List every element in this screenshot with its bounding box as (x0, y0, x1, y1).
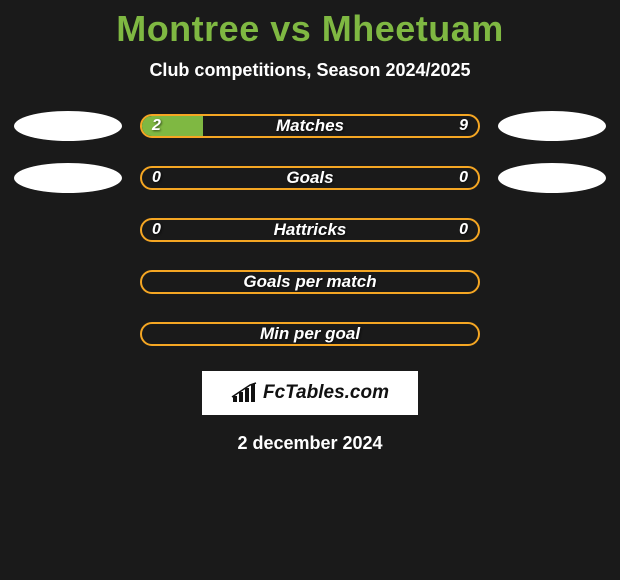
team-logo-left (14, 163, 122, 193)
stat-row: 00Goals (0, 163, 620, 193)
bar-label: Goals per match (142, 272, 478, 292)
team-logo-right (498, 111, 606, 141)
team-logo-left (14, 111, 122, 141)
logo-spacer (14, 215, 122, 245)
bar-chart-icon (231, 382, 257, 404)
page-subtitle: Club competitions, Season 2024/2025 (0, 60, 620, 81)
bars-container: 29Matches 00Goals 00Hattricks Goals per mat… (0, 111, 620, 349)
stat-bar: Min per goal (140, 322, 480, 346)
stat-bar: 00Hattricks (140, 218, 480, 242)
stat-row: 00Hattricks (0, 215, 620, 245)
stat-bar: 00Goals (140, 166, 480, 190)
date-text: 2 december 2024 (0, 433, 620, 454)
stat-row: Goals per match (0, 267, 620, 297)
logo-spacer (14, 319, 122, 349)
bar-label: Matches (142, 116, 478, 136)
brand-badge-wrap: FcTables.com (0, 371, 620, 415)
logo-spacer (14, 267, 122, 297)
comparison-card: Montree vs Mheetuam Club competitions, S… (0, 0, 620, 454)
logo-spacer (498, 215, 606, 245)
team-logo-right (498, 163, 606, 193)
page-title: Montree vs Mheetuam (0, 8, 620, 50)
stat-row: Min per goal (0, 319, 620, 349)
stat-row: 29Matches (0, 111, 620, 141)
stat-bar: Goals per match (140, 270, 480, 294)
bar-label: Hattricks (142, 220, 478, 240)
bar-label: Min per goal (142, 324, 478, 344)
logo-spacer (498, 319, 606, 349)
brand-text: FcTables.com (263, 382, 389, 404)
bar-label: Goals (142, 168, 478, 188)
logo-spacer (498, 267, 606, 297)
brand-badge[interactable]: FcTables.com (202, 371, 418, 415)
stat-bar: 29Matches (140, 114, 480, 138)
